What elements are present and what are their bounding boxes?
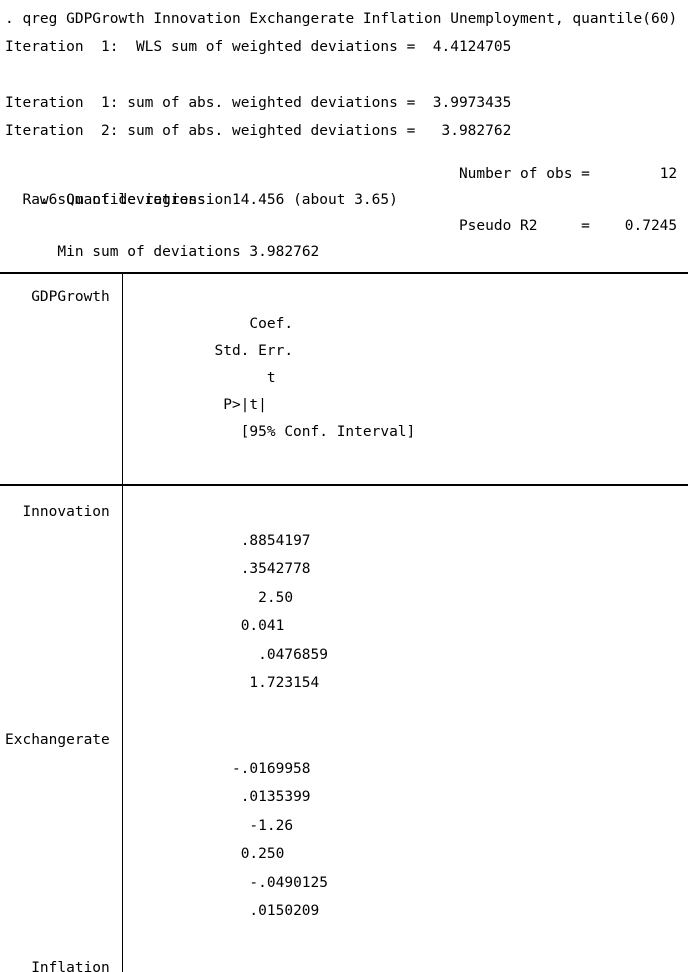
cell-stderr: .0135399 — [240, 789, 311, 805]
raw-sum-line: Raw sum of deviations 14.456 (about 3.65… — [5, 192, 398, 208]
table-body: Innovation .8854197 .3542778 2.50 0.041 … — [0, 486, 688, 972]
blank-line — [0, 145, 688, 161]
row-label: Innovation — [22, 504, 110, 520]
table-row: Exchangerate -.0169958 .0135399 -1.26 0.… — [0, 726, 688, 954]
iteration-abs-line-2: Iteration 2: sum of abs. weighted deviat… — [5, 123, 512, 139]
stat-label: Pseudo R2 — [458, 218, 538, 234]
stat-label: Number of obs — [458, 166, 573, 182]
iteration-abs-line-1: Iteration 1: sum of abs. weighted deviat… — [5, 95, 512, 111]
cell-p: 0.041 — [240, 618, 285, 634]
command-line: . qreg GDPGrowth Innovation Exchangerate… — [5, 11, 678, 27]
header-stderr: Std. Err. — [214, 343, 294, 359]
equals-sign: = — [581, 166, 590, 182]
regression-table: GDPGrowth Coef. Std. Err. t P>|t| [95% C… — [0, 272, 688, 972]
row-label: Inflation — [31, 960, 110, 972]
iteration-wls-line: Iteration 1: WLS sum of weighted deviati… — [5, 39, 512, 55]
model-summary-line-1: .6 Quantile regression Number of obs = 1… — [0, 161, 688, 208]
cell-ci-high: .0150209 — [249, 903, 320, 919]
model-summary-line-3: Min sum of deviations 3.982762 Pseudo R2… — [0, 213, 688, 260]
cell-p: 0.250 — [240, 846, 285, 862]
table-vertical-rule — [121, 274, 124, 972]
number-of-obs-stat: Number of obs = 12 — [459, 161, 677, 187]
blank-line — [0, 61, 688, 89]
pseudo-r2-stat: Pseudo R2 = 0.7245 — [459, 213, 677, 239]
cell-coef: -.0169958 — [231, 760, 311, 777]
table-header-row: GDPGrowth Coef. Std. Err. t P>|t| [95% C… — [0, 274, 688, 484]
header-coef: Coef. — [249, 316, 294, 332]
cell-stderr: .3542778 — [240, 561, 311, 577]
cell-ci-low: .0476859 — [258, 646, 328, 663]
depvar-header: GDPGrowth — [31, 289, 110, 305]
cell-t: -1.26 — [249, 817, 294, 834]
stat-value: 12 — [659, 166, 678, 182]
cell-ci-low: -.0490125 — [249, 874, 328, 891]
model-title: .6 Quantile regression — [39, 192, 232, 208]
header-conf-int: [95% Conf. Interval] — [240, 424, 416, 440]
cell-coef: .8854197 — [240, 532, 311, 549]
table-row: Inflation .0750248 .1941273 0.39 0.711 -… — [0, 954, 688, 972]
equals-sign: = — [581, 218, 590, 234]
row-label: Exchangerate — [5, 732, 110, 748]
table-mid-rule — [0, 484, 688, 486]
cell-ci-high: 1.723154 — [249, 675, 320, 691]
header-pvalue: P>|t| — [223, 397, 267, 413]
table-row: Innovation .8854197 .3542778 2.50 0.041 … — [0, 498, 688, 726]
min-sum-text: Min sum of deviations 3.982762 — [39, 244, 320, 260]
header-t: t — [266, 370, 276, 386]
stat-value: 0.7245 — [624, 218, 678, 234]
cell-t: 2.50 — [258, 589, 294, 606]
